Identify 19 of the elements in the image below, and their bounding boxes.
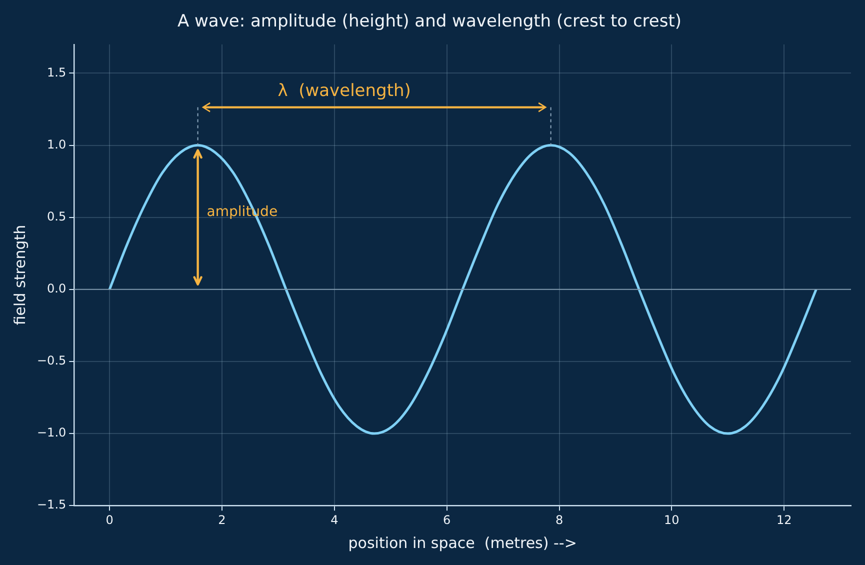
x-axis-title: position in space (metres) --> — [348, 534, 577, 552]
y-tick-label: 1.5 — [47, 65, 66, 80]
y-tick-label: 0.5 — [47, 209, 66, 224]
y-tick-label: 0.0 — [47, 282, 66, 296]
y-tick-label: −0.5 — [37, 354, 66, 368]
x-tick-label: 6 — [443, 512, 451, 527]
x-tick-label: 0 — [106, 512, 114, 527]
line-series — [108, 144, 818, 435]
y-tick-label: −1.5 — [37, 498, 66, 512]
x-tick-label: 2 — [218, 512, 226, 527]
y-tick-label: 1.0 — [47, 137, 66, 152]
y-axis-title: field strength — [10, 224, 29, 326]
x-tick-label: 10 — [664, 512, 680, 527]
x-tick-label: 12 — [776, 512, 792, 527]
x-tick-label: 8 — [555, 512, 564, 527]
x-tick-label: 4 — [330, 512, 338, 527]
y-tick-label: −1.0 — [37, 426, 66, 440]
chart-title: A wave: amplitude (height) and wavelength (crest to crest) — [177, 12, 682, 32]
annotation: λ (wavelength) — [278, 81, 411, 102]
